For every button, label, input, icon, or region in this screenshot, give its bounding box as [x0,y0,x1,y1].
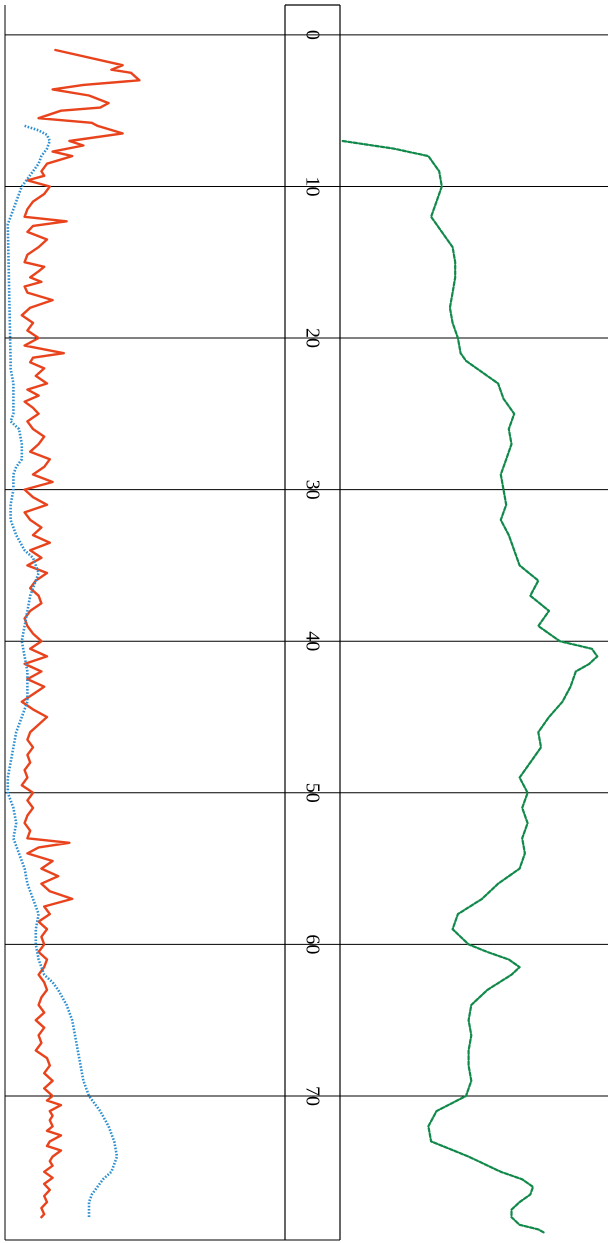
series-layer [6,48,599,1234]
depth-tick-label-60: 60 [302,934,324,954]
depth-tick-label-70: 70 [302,1086,324,1106]
series-line-left-dotted [6,124,119,1218]
depth-tick-label-50: 50 [302,783,324,803]
depth-tick-label-30: 30 [302,480,324,500]
depth-tick-label-20: 20 [302,328,324,348]
depth-tick-label-40: 40 [302,631,324,651]
depth-tick-label-10: 10 [302,176,324,196]
gridlines [5,34,608,1097]
series-line-left-solid [20,48,141,1219]
series-line-right-dashed [341,139,599,1234]
depth-tick-label-0: 0 [302,30,324,40]
depth-tick-labels: 0 10 20 30 40 50 60 70 [302,30,324,1106]
panel-frames [4,4,341,1241]
